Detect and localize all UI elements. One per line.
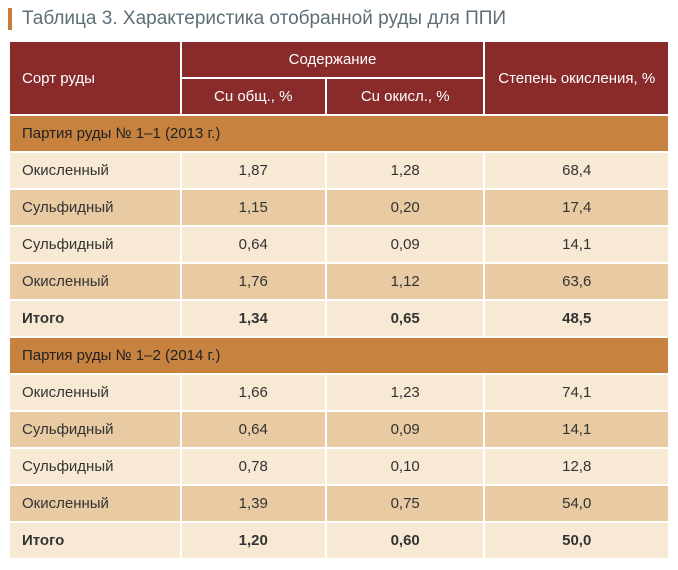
cell-c1: Окисленный [10,375,180,410]
cell-c4: 17,4 [485,190,668,225]
cell-c1: Окисленный [10,153,180,188]
cell-c2: 0,64 [182,412,325,447]
header-content-group: Содержание [182,42,484,77]
table-header: Сорт руды Содержание Степень окисления, … [10,42,668,114]
cell-c3: 1,12 [327,264,483,299]
cell-c2: 1,76 [182,264,325,299]
table-row: Окисленный1,871,2868,4 [10,153,668,188]
cell-c4: 14,1 [485,227,668,262]
cell-c4: 74,1 [485,375,668,410]
cell-c4: 48,5 [485,301,668,336]
cell-c2: 1,34 [182,301,325,336]
cell-c1: Сульфидный [10,449,180,484]
cell-c3: 1,28 [327,153,483,188]
cell-c1: Сульфидный [10,190,180,225]
table-row: Окисленный1,761,1263,6 [10,264,668,299]
table-title: Таблица 3. Характеристика отобранной руд… [22,8,506,29]
cell-c1: Итого [10,301,180,336]
cell-c3: 0,10 [327,449,483,484]
cell-c2: 1,66 [182,375,325,410]
table-row: Сульфидный0,780,1012,8 [10,449,668,484]
section-header-cell: Партия руды № 1–2 (2014 г.) [10,338,668,373]
total-row: Итого1,340,6548,5 [10,301,668,336]
header-cu-total: Cu общ., % [182,79,325,114]
cell-c3: 0,65 [327,301,483,336]
table-row: Сульфидный0,640,0914,1 [10,227,668,262]
cell-c3: 0,20 [327,190,483,225]
cell-c3: 0,09 [327,227,483,262]
cell-c3: 0,60 [327,523,483,558]
ore-characteristics-table: Сорт руды Содержание Степень окисления, … [8,40,670,560]
header-cu-oxid: Cu окисл., % [327,79,483,114]
section-header-row: Партия руды № 1–2 (2014 г.) [10,338,668,373]
cell-c3: 0,09 [327,412,483,447]
cell-c1: Сульфидный [10,227,180,262]
header-ore-type: Сорт руды [10,42,180,114]
cell-c4: 12,8 [485,449,668,484]
table-body: Партия руды № 1–1 (2013 г.)Окисленный1,8… [10,116,668,558]
cell-c3: 0,75 [327,486,483,521]
cell-c1: Сульфидный [10,412,180,447]
section-header-row: Партия руды № 1–1 (2013 г.) [10,116,668,151]
cell-c4: 50,0 [485,523,668,558]
cell-c1: Итого [10,523,180,558]
cell-c2: 0,64 [182,227,325,262]
total-row: Итого1,200,6050,0 [10,523,668,558]
table-row: Окисленный1,390,7554,0 [10,486,668,521]
header-oxidation-degree: Степень окисления, % [485,42,668,114]
table-title-wrap: Таблица 3. Характеристика отобранной руд… [8,8,670,30]
cell-c4: 14,1 [485,412,668,447]
cell-c2: 0,78 [182,449,325,484]
cell-c2: 1,20 [182,523,325,558]
cell-c2: 1,15 [182,190,325,225]
cell-c1: Окисленный [10,486,180,521]
table-row: Сульфидный1,150,2017,4 [10,190,668,225]
table-row: Окисленный1,661,2374,1 [10,375,668,410]
cell-c2: 1,87 [182,153,325,188]
section-header-cell: Партия руды № 1–1 (2013 г.) [10,116,668,151]
cell-c3: 1,23 [327,375,483,410]
cell-c1: Окисленный [10,264,180,299]
cell-c4: 63,6 [485,264,668,299]
table-row: Сульфидный0,640,0914,1 [10,412,668,447]
cell-c4: 68,4 [485,153,668,188]
cell-c2: 1,39 [182,486,325,521]
cell-c4: 54,0 [485,486,668,521]
